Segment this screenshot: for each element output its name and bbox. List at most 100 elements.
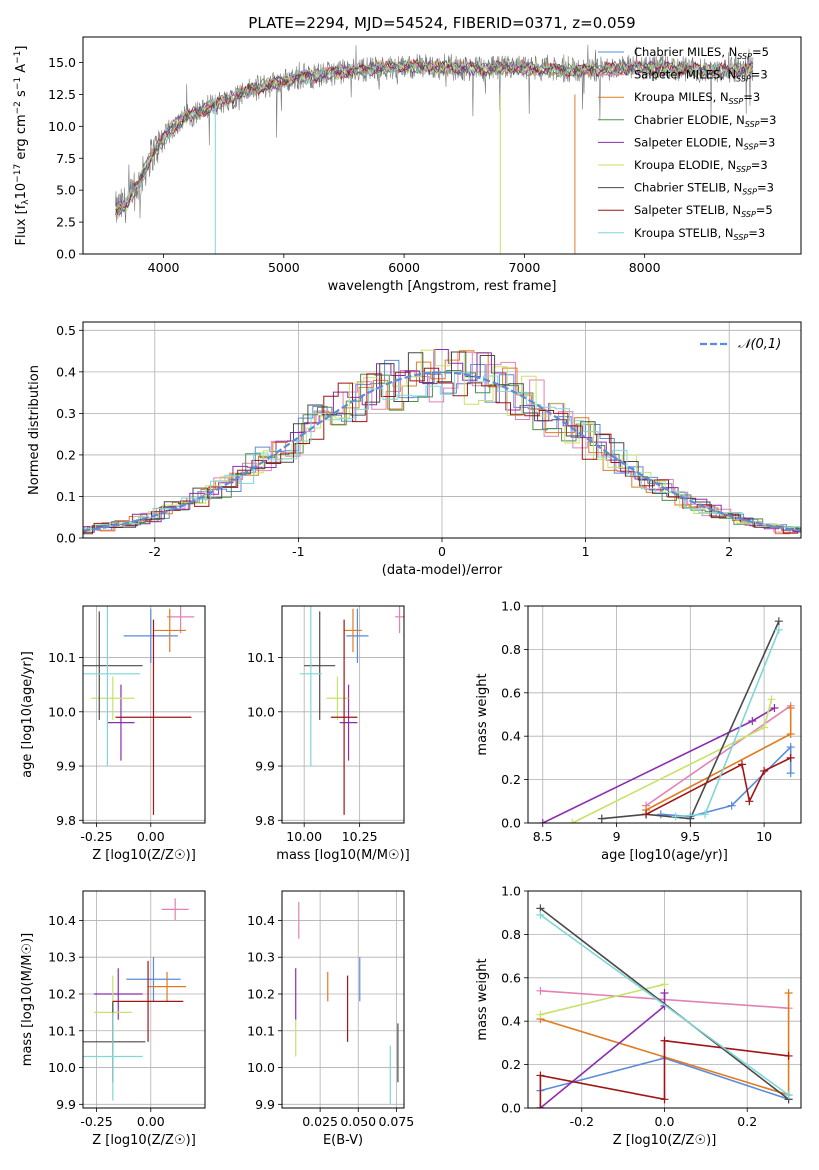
series-line-2 [645, 708, 792, 811]
legend-entry: Chabrier STELIB, NSSP=3 [634, 181, 774, 197]
series-line-5 [539, 907, 790, 1100]
residual-histogram-6 [83, 351, 801, 535]
y-tick-label: 1.0 [501, 884, 521, 899]
y-tick-label: 9.8 [255, 813, 275, 828]
series-point [536, 986, 545, 995]
series-point [660, 1095, 669, 1104]
x-tick-label: 0.2 [737, 1114, 757, 1129]
x-axis-label: Z [log10(Z/Z☉)] [92, 1133, 196, 1148]
y-tick-label: 9.9 [56, 759, 76, 774]
legend-entry: Kroupa ELODIE, NSSP=3 [634, 158, 768, 174]
series-point [536, 1104, 545, 1108]
residual-histogram-7 [83, 367, 801, 534]
figure-title: PLATE=2294, MJD=54524, FIBERID=0371, z=0… [248, 14, 635, 32]
series-point [770, 703, 779, 712]
series-line-7 [539, 914, 790, 1096]
series-point [536, 1010, 545, 1019]
legend-entry: Salpeter MILES, NSSP=3 [634, 68, 768, 84]
y-tick-label: 9.8 [56, 813, 76, 828]
series-point [774, 625, 783, 634]
series-point [786, 753, 795, 762]
mass_vs_Z-plot-area [83, 898, 189, 1101]
series-point [737, 760, 746, 769]
mass_vs_Z-panel: -0.25 0.00 9.9 10.0 10.1 10.2 10.3 10.4 Z [log10… [20, 890, 206, 1148]
axes-frame [527, 890, 802, 1109]
y-tick-label: 0.4 [501, 729, 521, 744]
series-point [660, 1036, 669, 1045]
age_vs_Z-panel: -0.25 0.00 9.8 9.9 10.0 10.1 Z [log10(Z/Z☉)] ag… [20, 605, 206, 863]
y-tick-label: 0.8 [501, 642, 521, 657]
x-tick-label: 0.025 [302, 1114, 338, 1129]
x-tick-label: 0.00 [137, 1114, 165, 1129]
series-point [568, 819, 577, 823]
massweight_vs_Z-plot-area [536, 904, 793, 1108]
y-tick-label: 0.8 [501, 927, 521, 942]
x-tick-label: 8.5 [533, 829, 553, 844]
y-axis-label: mass weight [475, 958, 490, 1040]
series-point [748, 717, 757, 726]
y-tick-label: 10.1 [48, 1023, 76, 1038]
y-tick-label: 10.0 [247, 1060, 275, 1075]
legend-entry: Salpeter STELIB, NSSP=5 [634, 203, 773, 219]
model-spectrum-8 [115, 59, 754, 217]
series-point [671, 812, 680, 821]
legend-entry: 𝒩(0,1) [738, 337, 781, 352]
x-tick-label: 4000 [148, 260, 180, 275]
series-point [767, 695, 776, 704]
mass_vs_ebv-panel: 0.025 0.050 0.075 9.9 10.0 10.1 10.2 10.3 10.4 E(… [247, 890, 414, 1148]
y-tick-label: 12.5 [48, 87, 76, 102]
y-tick-label: 10.1 [247, 1023, 275, 1038]
y-tick-label: 0.4 [501, 1014, 521, 1029]
legend-entry: Chabrier MILES, NSSP=5 [634, 45, 769, 61]
legend-entry: Kroupa STELIB, NSSP=3 [634, 226, 765, 242]
series-point [786, 769, 795, 778]
age_vs_mass-plot-area [299, 606, 404, 815]
axes-frame [281, 605, 405, 824]
y-tick-label: 10.2 [48, 986, 76, 1001]
x-axis-label: (data-model)/error [382, 563, 503, 578]
y-tick-label: 0.2 [501, 772, 521, 787]
axes-frame [82, 890, 206, 1109]
y-tick-label: 10.2 [247, 986, 275, 1001]
x-tick-label: 10 [756, 829, 772, 844]
spectrum-panel: 4000 5000 6000 7000 8000 0.0 2.5 5.0 7.5 10.0 12.5… [13, 36, 802, 294]
y-tick-label: 10.3 [48, 950, 76, 965]
y-tick-label: 0.2 [56, 447, 76, 462]
series-point [760, 723, 769, 732]
spectrum-plot-area [115, 44, 754, 254]
y-axis-label: mass [log10(M/M☉)] [20, 933, 35, 1066]
x-tick-label: -0.25 [80, 1114, 112, 1129]
y-tick-label: 9.9 [255, 1097, 275, 1112]
age_vs_mass-panel: 10.00 10.25 9.8 9.9 10.0 10.1 mass [log10(M/M☉… [247, 605, 410, 863]
series-point [784, 1090, 793, 1099]
axes-frame [281, 890, 405, 1109]
x-tick-label: 6000 [388, 260, 420, 275]
y-tick-label: 10.0 [48, 704, 76, 719]
residual-histogram-1 [83, 351, 801, 535]
x-axis-label: mass [log10(M/M☉)] [276, 848, 409, 863]
y-tick-label: 0.4 [56, 364, 76, 379]
y-tick-label: 0.6 [501, 685, 521, 700]
model-spectrum-6 [115, 57, 753, 213]
x-tick-label: -2 [149, 544, 161, 559]
y-tick-label: 10.0 [247, 704, 275, 719]
series-point [760, 766, 769, 775]
axes-frame [82, 321, 802, 539]
y-axis-label: mass weight [475, 673, 490, 755]
y-tick-label: 7.5 [56, 151, 76, 166]
y-tick-label: 0.0 [56, 247, 76, 262]
y-tick-label: 10.4 [48, 913, 76, 928]
y-tick-label: 0.2 [501, 1057, 521, 1072]
y-tick-label: 10.4 [247, 913, 275, 928]
x-tick-label: 10.00 [286, 829, 322, 844]
axes-frame [82, 36, 802, 255]
series-point [538, 819, 547, 823]
y-tick-label: 0.6 [501, 970, 521, 985]
legend-entry: Salpeter ELODIE, NSSP=3 [634, 135, 775, 151]
series-point [727, 801, 736, 810]
y-tick-label: 9.9 [255, 759, 275, 774]
residuals-plot-area [83, 349, 801, 535]
legend-entry: Chabrier ELODIE, NSSP=3 [634, 113, 776, 129]
x-axis-label: age [log10(age/yr)] [601, 848, 728, 863]
x-tick-label: 9.5 [680, 829, 700, 844]
